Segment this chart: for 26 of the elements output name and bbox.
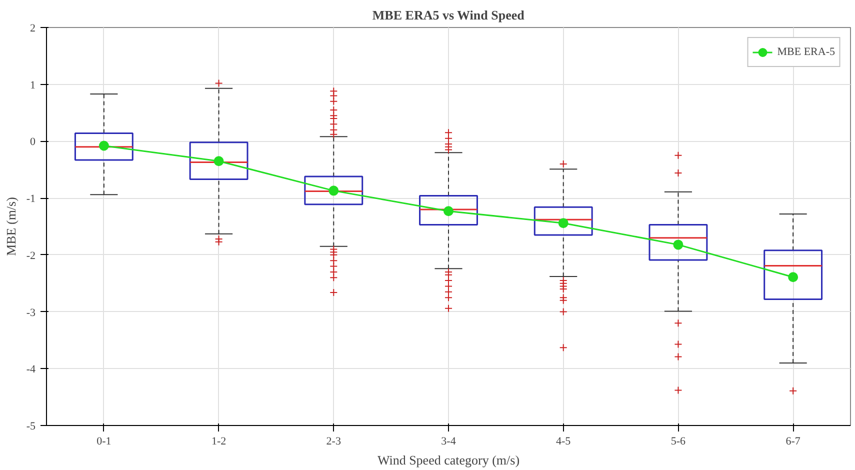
y-tick-label: -1 (26, 193, 36, 206)
point (673, 240, 684, 250)
x-tick-label: 5-6 (670, 436, 686, 448)
y-tick-label: -5 (26, 420, 36, 432)
y-tick-label: 0 (30, 136, 36, 148)
y-tick-label: 2 (30, 22, 36, 34)
x-axis-title: Wind Speed category (m/s) (377, 452, 520, 468)
y-axis-title: MBE (m/s) (3, 197, 18, 256)
legend-label: MBE ERA-5 (777, 46, 835, 58)
x-tick-label: 3-4 (441, 436, 456, 448)
point (214, 156, 224, 166)
chart-title: MBE ERA5 vs Wind Speed (372, 8, 526, 22)
point (558, 218, 568, 228)
point (788, 272, 798, 282)
x-tick-label: 4-5 (556, 436, 572, 448)
y-tick-label: -2 (26, 250, 36, 262)
y-tick-label: -3 (26, 306, 36, 319)
y-tick-label: 1 (30, 79, 36, 92)
y-tick-label: -4 (26, 364, 36, 376)
x-tick-label: 2-3 (326, 436, 342, 448)
point (98, 140, 109, 151)
x-tick-label: 0-1 (96, 436, 112, 448)
x-tick-label: 6-7 (786, 436, 801, 448)
point (328, 186, 339, 196)
point (444, 206, 454, 216)
x-tick-label: 1-2 (211, 436, 226, 448)
